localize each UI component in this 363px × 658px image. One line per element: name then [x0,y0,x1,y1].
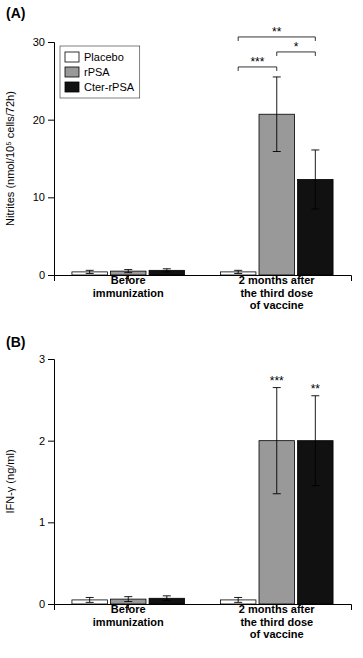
error-bar [311,396,319,486]
legend-label: Placebo [84,51,124,63]
tick-label-line: immunization [93,616,164,628]
tick-label: 0 [39,598,45,610]
y-axis: 0 10 20 30 [33,36,55,281]
marks [72,77,333,275]
tick: 2 months afterthe third doseof vaccine [239,603,316,640]
tick-label: 2 months afterthe third doseof vaccine [239,274,316,311]
tick: Beforeimmunization [93,603,164,628]
significance-label: * [294,40,299,54]
tick-label-line: 2 months after [239,603,316,615]
tick-mark [48,441,54,442]
legend-swatch [65,67,79,77]
panel: 0 10 20 30 Beforeimmunization 2 months aftert… [4,5,352,311]
error-bar [163,269,171,272]
x-axis: Beforeimmunization 2 months afterthe thir… [55,274,352,311]
y-axis-title: Nitrites (nmol/10⁵ cells/72h) [4,91,16,226]
tick-mark [48,275,54,276]
significance-label: ** [272,25,282,39]
tick-label-line: of vaccine [250,628,304,640]
legend-items: Placebo rPSA Cter-rPSA [65,51,135,93]
legend-label: Cter-rPSA [84,81,135,93]
axis-line [48,43,55,276]
legend-swatch [65,52,79,62]
legend-swatch [65,82,79,92]
significance-label: *** [270,374,284,388]
tick-mark [48,522,54,523]
tick-label: 10 [33,191,45,203]
tick-mark [48,120,54,121]
legend-item: Cter-rPSA [65,81,135,93]
tick-label: 2 months afterthe third doseof vaccine [239,603,316,640]
plot-area: 0 1 2 3 Beforeimmunization 2 months afterthe … [39,353,352,640]
error-bar [86,270,94,273]
tick-label: Beforeimmunization [93,274,164,299]
error-bar [273,77,281,152]
tick-label: 1 [39,516,45,528]
tick: 1 [39,516,54,528]
x-axis: Beforeimmunization 2 months afterthe thir… [55,603,352,640]
tick-label-line: immunization [93,287,164,299]
tick: 0 [39,269,54,281]
legend-item: rPSA [65,66,110,78]
tick-label: 20 [33,114,45,126]
error-bar [124,270,132,273]
error-bar [86,597,94,602]
annotations: ***** [270,374,321,396]
legend: Placebo rPSA Cter-rPSA [60,46,140,98]
tick-label-line: Before [111,603,146,615]
legend-label: rPSA [84,66,110,78]
tick-mark [48,604,54,605]
tick-label-line: the third dose [240,616,313,628]
tick-label-line: 2 months after [239,274,316,286]
tick-label: 3 [39,353,45,365]
error-bar [273,388,281,494]
tick-label: 30 [33,36,45,48]
panel: 0 1 2 3 Beforeimmunization 2 months afterthe … [4,334,352,640]
tick-label: 0 [39,269,45,281]
tick: 30 [33,36,54,48]
error-bar [124,597,132,602]
significance-label: *** [250,55,264,69]
tick: 2 months afterthe third doseof vaccine [239,274,316,311]
error-bar [234,597,242,602]
tick: 10 [33,191,54,203]
axis-line [48,360,55,605]
error-bar [311,150,319,209]
significance-label: ** [311,382,321,396]
plot-area: 0 10 20 30 Beforeimmunization 2 months aftert… [33,25,352,311]
tick-label: Beforeimmunization [93,603,164,628]
tick: 2 [39,435,54,447]
tick-label-line: of vaccine [250,299,304,311]
tick: 0 [39,598,54,610]
tick-mark [48,197,54,198]
tick: 3 [39,353,54,365]
error-bar [234,270,242,273]
tick: 20 [33,114,54,126]
tick-mark [48,359,54,360]
figure: 0102030Beforeimmunization2 months aftert… [0,0,363,658]
marks [72,388,333,604]
legend-frame [60,46,140,98]
legend-item: Placebo [65,51,124,63]
panel-label: (A) [6,5,25,21]
y-axis-title: IFN-γ (ng/ml) [4,449,16,513]
tick-label: 2 [39,435,45,447]
tick: Beforeimmunization [93,274,164,299]
annotations: ****** [238,25,315,71]
tick-label-line: the third dose [240,287,313,299]
y-axis: 0 1 2 3 [39,353,55,610]
tick-mark [48,42,54,43]
panel-label: (B) [6,334,25,350]
error-bar [163,596,171,601]
tick-label-line: Before [111,274,146,286]
